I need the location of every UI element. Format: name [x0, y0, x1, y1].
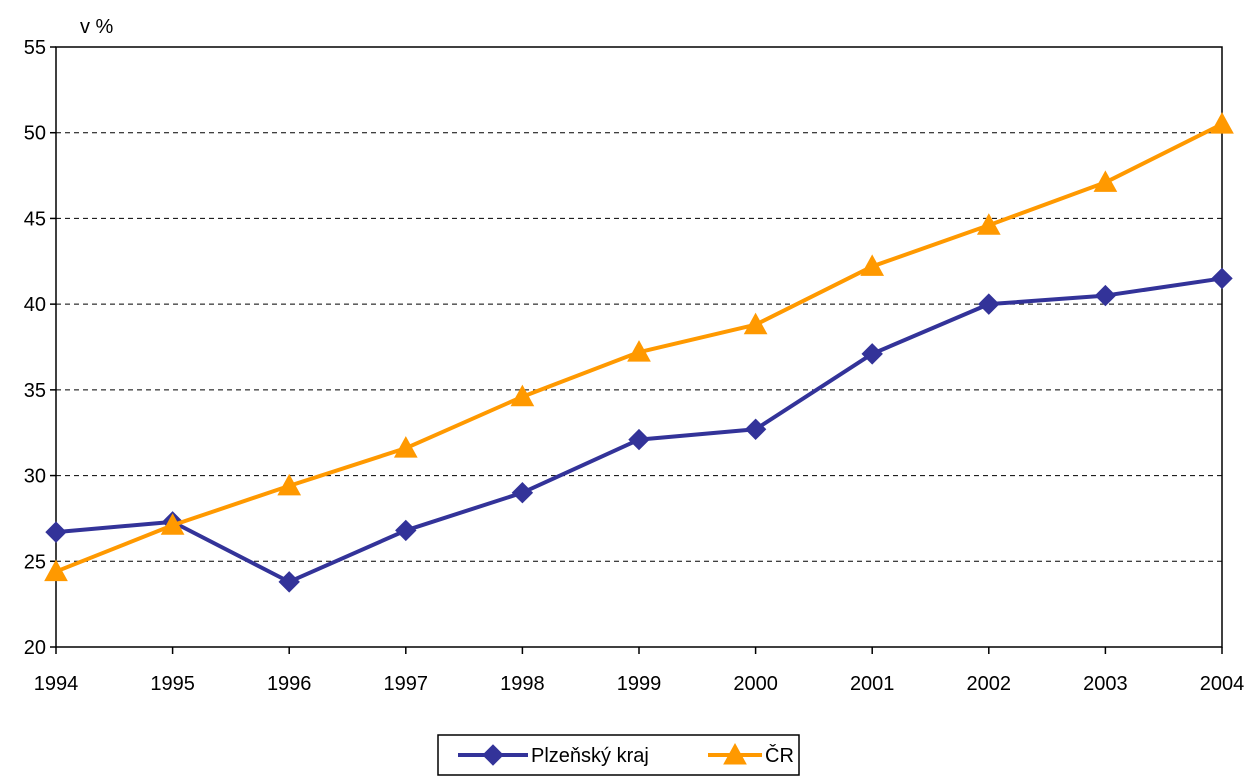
y-tick-label: 40	[24, 294, 46, 316]
legend-item-plzensky-kraj: Plzeňský kraj	[458, 744, 649, 767]
x-tick-label: 1998	[500, 673, 545, 695]
legend-item-cr: ČR	[708, 742, 794, 767]
x-tick-label: 1996	[267, 673, 312, 695]
y-axis-unit-label: v %	[80, 16, 114, 38]
y-tick-label: 20	[24, 637, 46, 659]
data-point-plzensky-kraj	[861, 343, 883, 365]
axis-ticks: 20 25 30 35 40 45 50 55 1994 1995 1996 1997 1998 1999…	[24, 37, 1245, 695]
series-cr	[44, 112, 1234, 582]
x-tick-label: 1997	[384, 673, 429, 695]
legend-diamond-marker-icon	[482, 744, 504, 766]
x-tick-label: 1995	[150, 673, 195, 695]
y-tick-label: 25	[24, 551, 46, 573]
data-point-plzensky-kraj	[278, 571, 300, 593]
data-point-cr	[160, 513, 185, 535]
data-point-plzensky-kraj	[978, 293, 1000, 315]
y-tick-label: 30	[24, 466, 46, 488]
x-tick-label: 2004	[1200, 673, 1245, 695]
data-point-plzensky-kraj	[45, 521, 67, 543]
legend-label-cr: ČR	[765, 744, 794, 767]
data-series	[44, 112, 1234, 593]
data-point-cr	[1210, 112, 1234, 134]
x-tick-label: 1999	[617, 673, 662, 695]
data-point-cr	[860, 254, 885, 276]
legend-label-plzensky-kraj: Plzeňský kraj	[531, 745, 649, 767]
data-point-plzensky-kraj	[744, 418, 767, 440]
legend: Plzeňský kraj ČR	[437, 734, 800, 776]
x-tick-label: 2000	[733, 673, 778, 695]
series-plzensky-kraj	[45, 267, 1233, 593]
data-point-plzensky-kraj	[1211, 267, 1233, 290]
x-tick-label: 1994	[34, 673, 79, 695]
legend-triangle-marker-icon	[723, 742, 747, 765]
data-point-cr	[976, 213, 1001, 235]
data-point-plzensky-kraj	[1094, 284, 1117, 307]
data-point-cr	[743, 312, 768, 335]
data-point-cr	[44, 559, 68, 582]
x-tick-label: 2003	[1083, 673, 1128, 695]
x-tick-label: 2001	[850, 673, 895, 695]
data-point-plzensky-kraj	[511, 482, 534, 504]
data-point-cr	[1093, 170, 1118, 192]
y-tick-label: 50	[24, 123, 46, 145]
y-tick-label: 35	[24, 380, 46, 402]
data-point-plzensky-kraj	[628, 428, 650, 451]
data-point-cr	[510, 384, 535, 407]
y-tick-label: 55	[24, 37, 46, 59]
data-point-cr	[277, 473, 302, 496]
data-point-cr	[393, 436, 418, 458]
x-tick-label: 2002	[967, 673, 1012, 695]
y-tick-label: 45	[24, 208, 46, 230]
data-point-plzensky-kraj	[395, 519, 417, 542]
data-point-cr	[627, 340, 651, 362]
